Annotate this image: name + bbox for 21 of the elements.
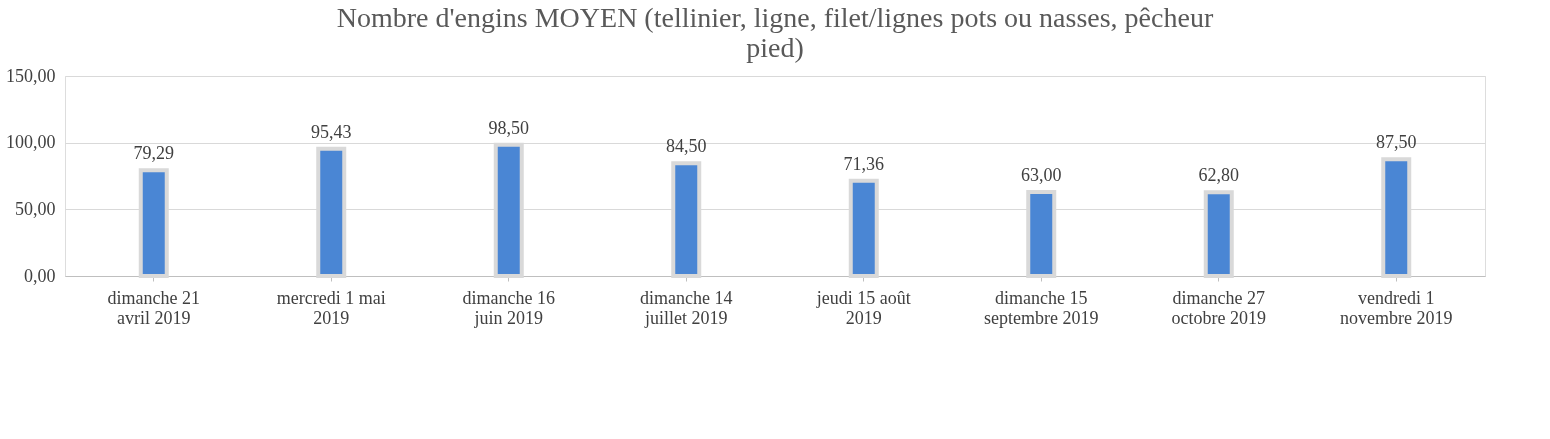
x-tick-label: dimanche 21 avril 2019 [107,287,200,328]
chart-title: Nombre d'engins MOYEN (tellinier, ligne, filet/lignes pots ou nasses, pêcheur pied) [336,2,1214,63]
x-tick-label: vendredi 1 novembre 2019 [1340,287,1453,328]
data-label: 84,50 [666,136,707,157]
x-tick-label: dimanche 14 juillet 2019 [640,287,733,328]
data-label: 95,43 [311,121,352,142]
y-tick-label: 50,00 [15,198,56,219]
y-tick-label: 100,00 [6,132,56,153]
x-tick-label: mercredi 1 mai 2019 [276,287,386,328]
x-tick-label: dimanche 15 septembre 2019 [984,287,1099,328]
y-tick-label: 0,00 [24,265,56,286]
data-label: 98,50 [488,117,529,138]
x-tick-label: dimanche 16 juin 2019 [462,287,555,328]
data-label: 87,50 [1376,132,1417,153]
x-tick-label: jeudi 15 août 2019 [815,287,911,328]
data-label: 79,29 [133,143,174,164]
data-label: 71,36 [843,153,884,174]
y-tick-label: 150,00 [6,65,56,86]
data-label: 63,00 [1021,165,1062,185]
data-label: 62,80 [1198,165,1239,186]
x-tick-label: dimanche 27 octobre 2019 [1171,287,1266,328]
